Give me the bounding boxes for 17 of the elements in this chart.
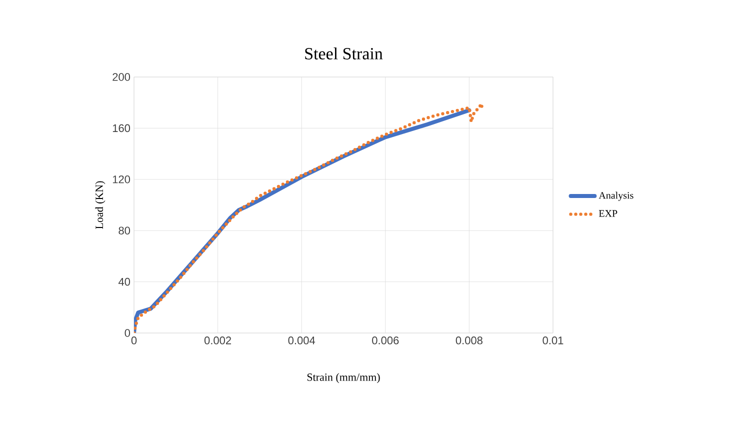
y-tick-label: 120	[112, 176, 130, 184]
chart-title: Steel Strain	[305, 48, 383, 60]
y-tick-label: 80	[118, 226, 130, 234]
legend-label: EXP	[598, 210, 618, 217]
y-axis-title: Load (KN)	[95, 181, 106, 229]
y-tick-label: 0	[124, 329, 130, 337]
y-tick-label: 40	[118, 278, 130, 286]
legend-label: Analysis	[598, 192, 634, 201]
x-tick-label: 0	[131, 336, 137, 344]
y-tick-label: 160	[112, 124, 130, 132]
x-tick-label: 0.008	[456, 336, 482, 344]
x-tick-label: 0.006	[372, 336, 399, 344]
x-tick-label: 0.01	[542, 336, 564, 344]
x-tick-label: 0.002	[204, 336, 232, 344]
y-tick-label: 200	[112, 73, 130, 81]
x-axis-title: Strain (mm/mm)	[307, 373, 380, 384]
x-tick-label: 0.004	[288, 336, 316, 344]
